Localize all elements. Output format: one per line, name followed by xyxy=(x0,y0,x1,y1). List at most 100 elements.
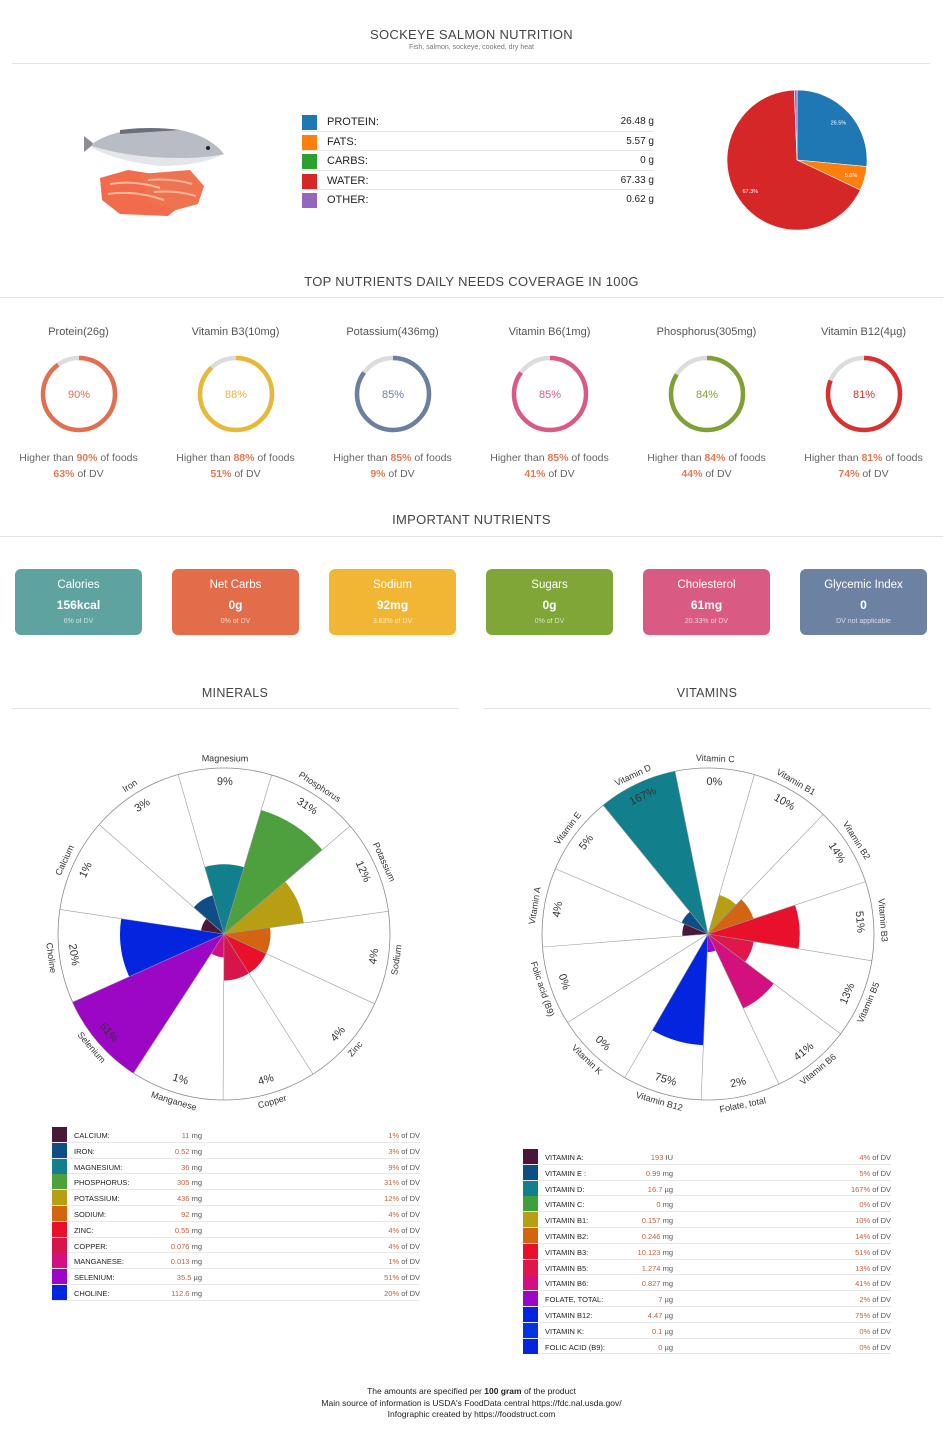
card-value: 0g xyxy=(542,598,557,612)
coverage-dv-post: of DV xyxy=(231,468,261,480)
macro-pie-chart: 26.5% 5.6% 67.3% xyxy=(726,89,868,231)
polar-value-label: 4% xyxy=(367,947,381,965)
coverage-dv-post: of DV xyxy=(545,468,575,480)
polar-value-label: 75% xyxy=(653,1071,678,1089)
nutrient-amount: 11 mg xyxy=(182,1131,202,1140)
coverage-item: Vitamin B12(4µg) 81% Higher than 81% of fo… xyxy=(785,326,942,480)
coverage-foods-post: of foods xyxy=(725,452,766,464)
nutrient-amount-value: 7 xyxy=(658,1295,663,1305)
nutrient-amount-value: 1.274 xyxy=(641,1263,661,1273)
macro-row: PROTEIN: 26.48 g xyxy=(302,112,654,132)
coverage-item: Potassium(436mg) 85% Higher than 85% of fo… xyxy=(314,326,471,480)
nutrient-amount: 0 mg xyxy=(656,1200,673,1209)
footer-line-1: The amounts are specified per 100 gram o… xyxy=(367,1386,576,1396)
polar-wedge-magnesium xyxy=(204,864,245,934)
nutrient-amount: 0.246 mg xyxy=(642,1232,673,1241)
nutrient-swatch xyxy=(523,1322,538,1338)
nutrient-name: SODIUM: xyxy=(74,1209,107,1219)
nutrient-amount-value: 0.99 xyxy=(645,1168,661,1178)
nutrient-amount-unit: IU xyxy=(665,1153,674,1162)
card-value: 61mg xyxy=(690,598,723,612)
nutrient-amount-unit: mg xyxy=(662,1263,673,1273)
polar-wedge-copper xyxy=(223,934,249,981)
coverage-percent: 85% xyxy=(381,389,403,401)
nutrient-dv: 4% of DV xyxy=(859,1153,891,1162)
nutrient-dv-suffix: of DV xyxy=(399,1162,420,1172)
polar-wedge-iron xyxy=(193,895,224,934)
nutrient-dv: 31% of DV xyxy=(384,1178,420,1187)
card-sub: DV not applicable xyxy=(836,618,891,625)
vitamins-title: VITAMINS xyxy=(676,686,738,700)
nutrient-dv-suffix: of DV xyxy=(870,1216,891,1226)
macro-label: OTHER: xyxy=(327,194,369,206)
coverage-item: Protein(26g) 90% Higher than 90% of foods 6… xyxy=(0,326,157,480)
nutrient-swatch xyxy=(52,1205,67,1221)
nutrient-dv: 0% of DV xyxy=(859,1327,891,1336)
coverage-dv-post: of DV xyxy=(74,468,104,480)
nutrient-amount-unit: mg xyxy=(662,1231,673,1241)
nutrient-dv-suffix: of DV xyxy=(870,1342,891,1352)
nutrient-swatch xyxy=(523,1180,538,1196)
polar-spoke xyxy=(223,825,351,935)
macro-label: CARBS: xyxy=(327,155,368,167)
macro-row: OTHER: 0.62 g xyxy=(302,190,654,210)
polar-spoke xyxy=(222,933,225,1100)
nutrient-amount: 0.1 µg xyxy=(652,1327,673,1336)
nutrient-dv-value: 10% xyxy=(855,1216,871,1226)
nutrient-dv-suffix: of DV xyxy=(870,1326,891,1336)
card-value: 0 xyxy=(860,598,867,612)
nutrient-row: VITAMIN B2: 0.246 mg 14% of DV xyxy=(523,1227,891,1244)
nutrient-row: VITAMIN B3: 10.123 mg 51% of DV xyxy=(523,1243,891,1260)
nutrient-row: POTASSIUM: 436 mg 12% of DV xyxy=(52,1190,420,1206)
coverage-dv-line: 44% of DV xyxy=(628,468,785,480)
ring-progress xyxy=(40,355,117,433)
polar-spoke xyxy=(707,774,755,935)
nutrient-amount-value: 305 xyxy=(176,1178,190,1188)
nutrient-swatch xyxy=(523,1306,538,1322)
polar-wedge-sodium xyxy=(224,927,271,954)
nutrient-dv: 20% of DV xyxy=(384,1289,420,1298)
nutrient-amount-value: 11 xyxy=(181,1131,190,1140)
nutrient-dv-value: 0% xyxy=(859,1326,871,1336)
coverage-ring: 90% xyxy=(40,355,117,433)
coverage-section-title: TOP NUTRIENTS DAILY NEEDS COVERAGE IN 10… xyxy=(304,274,639,289)
coverage-item: Vitamin B6(1mg) 85% Higher than 85% of foo… xyxy=(471,326,628,480)
coverage-divider xyxy=(0,536,943,537)
coverage-dv-post: of DV xyxy=(385,468,415,480)
macro-divider xyxy=(0,297,943,298)
coverage-name: Vitamin B12(4µg) xyxy=(820,326,906,338)
ring-progress xyxy=(668,355,745,433)
nutrient-name: CHOLINE: xyxy=(74,1288,110,1298)
nutrient-dv-suffix: of DV xyxy=(399,1209,420,1219)
nutrient-row: PHOSPHORUS: 305 mg 31% of DV xyxy=(52,1174,420,1191)
nutrient-amount-value: 0.55 xyxy=(174,1225,190,1235)
nutrient-name: MANGANESE: xyxy=(74,1257,125,1267)
nutrient-amount: 305 mg xyxy=(177,1178,202,1187)
nutrient-amount-value: 16.7 xyxy=(647,1184,663,1194)
pie-label: 67.3% xyxy=(742,189,758,195)
nutrient-dv-suffix: of DV xyxy=(870,1295,891,1305)
nutrient-amount-unit: µg xyxy=(664,1295,674,1305)
polar-spoke xyxy=(223,933,314,1075)
macro-row: FATS: 5.57 g xyxy=(302,132,654,151)
coverage-foods-line: Higher than 84% of foods xyxy=(628,452,785,464)
nutrient-amount-unit: mg xyxy=(662,1247,673,1257)
polar-wedge-vitamin-a xyxy=(682,923,708,937)
polar-spoke xyxy=(59,909,225,935)
nutrient-dv-value: 4% xyxy=(388,1225,400,1235)
nutrient-dv: 1% of DV xyxy=(388,1257,420,1266)
nutrient-card: Sugars 0g 0% of DV xyxy=(486,569,613,635)
pie-slice-other xyxy=(793,89,798,161)
card-label: Calories xyxy=(57,579,100,591)
nutrient-name: POTASSIUM: xyxy=(74,1194,120,1204)
coverage-foods-line: Higher than 85% of foods xyxy=(314,452,471,464)
nutrient-dv-value: 3% xyxy=(388,1146,400,1156)
coverage-ring: 84% xyxy=(668,355,745,433)
macro-value: 0 g xyxy=(640,155,654,166)
coverage-foods-pre: Higher than xyxy=(19,452,77,464)
nutrient-amount-value: 0.076 xyxy=(170,1241,190,1251)
page-title: SOCKEYE SALMON NUTRITION xyxy=(370,27,573,42)
nutrient-row: VITAMIN B6: 0.827 mg 41% of DV xyxy=(523,1275,891,1292)
minerals-divider xyxy=(12,708,458,709)
